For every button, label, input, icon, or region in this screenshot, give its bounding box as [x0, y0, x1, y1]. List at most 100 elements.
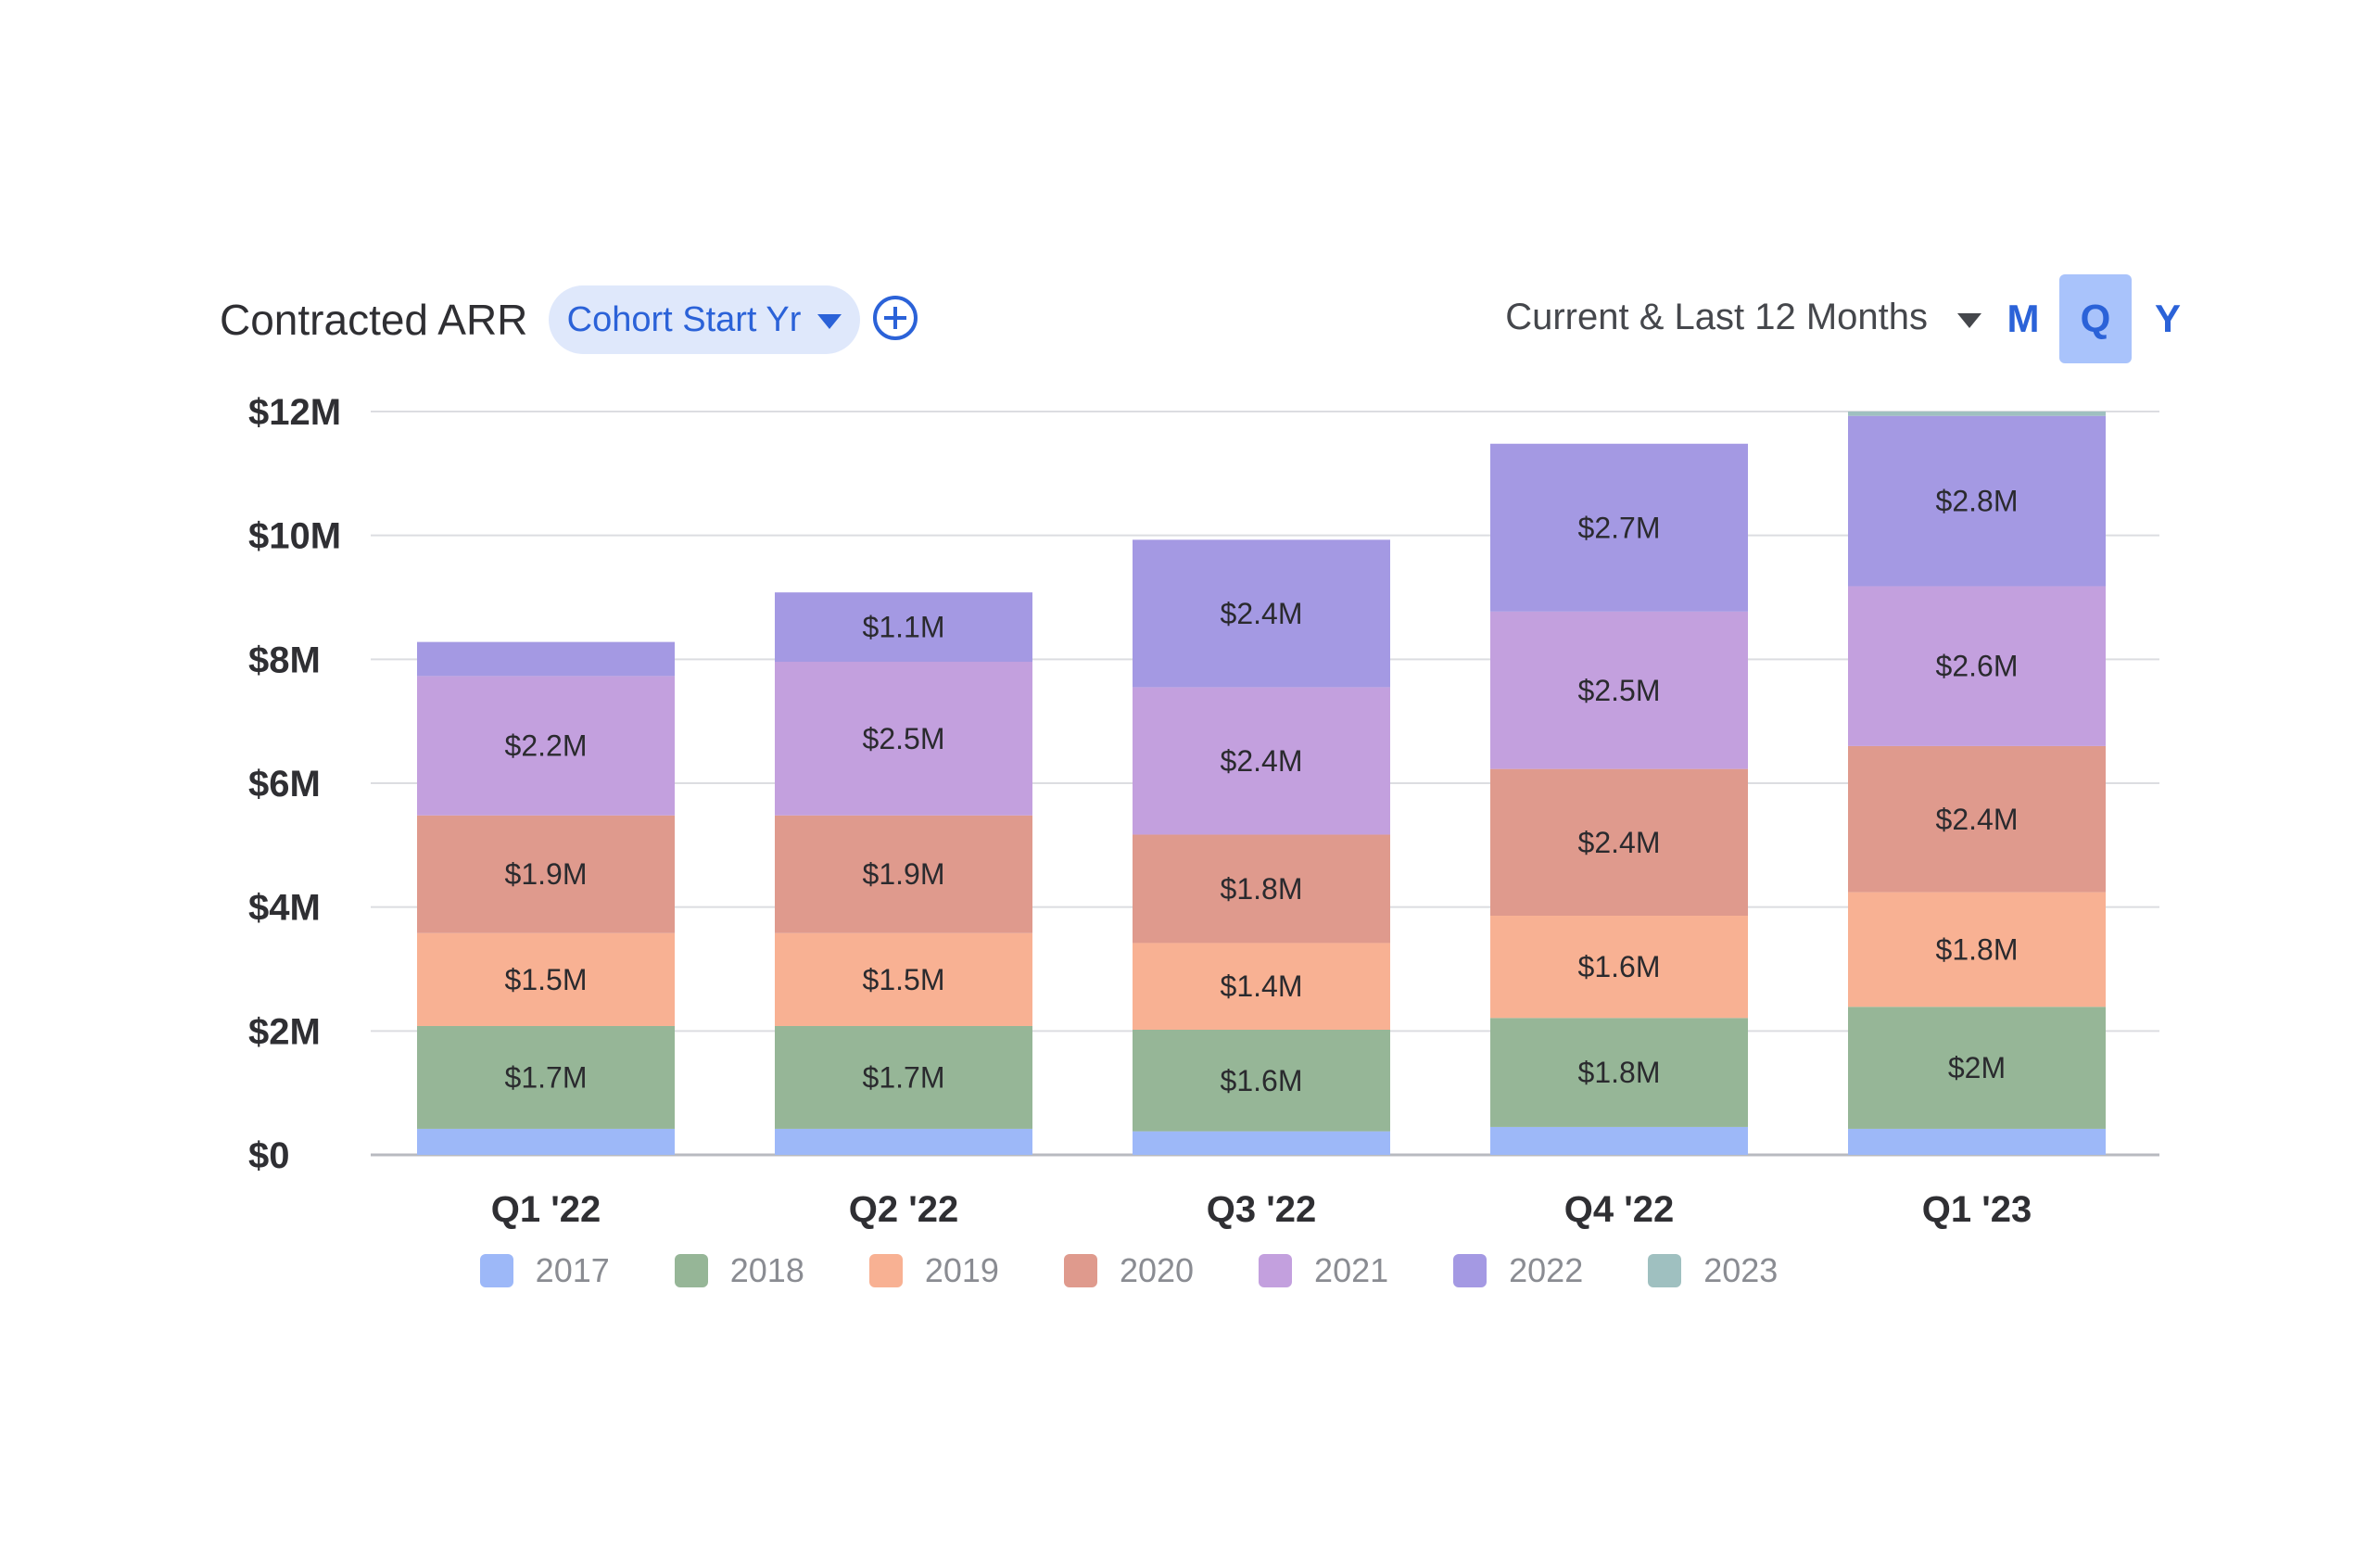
bar-segment-2020[interactable]	[417, 815, 675, 933]
data-label: $2.4M	[1578, 826, 1661, 859]
bar-segment-2022[interactable]	[1848, 415, 2106, 587]
legend-label: 2018	[729, 1251, 804, 1289]
bar-segment-2020[interactable]	[775, 815, 1032, 933]
data-label: $2.7M	[1578, 511, 1661, 544]
data-label: $2.6M	[1936, 650, 2019, 683]
legend-swatch	[1063, 1254, 1097, 1287]
data-label: $1.9M	[505, 857, 588, 891]
data-label: $1.7M	[505, 1060, 588, 1094]
data-label: $2.4M	[1936, 803, 2019, 836]
bar-segment-2022[interactable]	[1133, 539, 1390, 688]
legend-swatch	[674, 1254, 708, 1287]
data-label: $2.5M	[863, 722, 945, 755]
bar-segment-2017[interactable]	[1490, 1126, 1748, 1155]
data-label: $1.8M	[1936, 932, 2019, 966]
legend-label: 2020	[1119, 1251, 1195, 1289]
bar-segment-2018[interactable]	[1133, 1029, 1390, 1132]
y-tick-label: $0	[248, 1135, 290, 1176]
bar-segment-2021[interactable]	[775, 662, 1032, 816]
period-month-button[interactable]: M	[2007, 297, 2040, 340]
legend-item-2023[interactable]: 2023	[1648, 1251, 1778, 1290]
chart-legend: 2017 2018 2019 2020 2021 2022 2023	[0, 1251, 2319, 1290]
y-tick-label: $6M	[248, 764, 321, 805]
bar-segment-2023[interactable]	[1848, 412, 2106, 416]
legend-swatch	[479, 1254, 513, 1287]
period-year-button[interactable]: Y	[2154, 297, 2181, 340]
data-label: $1.5M	[505, 963, 588, 996]
data-label: $1.9M	[863, 857, 945, 891]
legend-label: 2021	[1314, 1251, 1389, 1289]
y-tick-label: $2M	[248, 1011, 321, 1052]
data-label: $2.2M	[505, 729, 588, 763]
bar-segment-2022[interactable]	[1490, 443, 1748, 612]
legend-swatch	[1259, 1254, 1293, 1287]
legend-label: 2022	[1509, 1251, 1584, 1289]
data-label: $2.5M	[1578, 674, 1661, 707]
bar-segment-2020[interactable]	[1133, 834, 1390, 944]
data-label: $1.6M	[1578, 950, 1661, 983]
bar-segment-2017[interactable]	[417, 1128, 675, 1155]
bar-segment-2019[interactable]	[1848, 892, 2106, 1007]
legend-item-2017[interactable]: 2017	[479, 1251, 610, 1290]
group-by-dropdown[interactable]: Cohort Start Yr	[549, 285, 860, 354]
date-range-label: Current & Last 12 Months	[1505, 297, 1928, 337]
data-label: $1.4M	[1221, 969, 1303, 1003]
bar-segment-2017[interactable]	[1133, 1131, 1390, 1155]
bar-segment-2019[interactable]	[775, 932, 1032, 1026]
bar-segment-2018[interactable]	[417, 1025, 675, 1129]
triangle-down-icon	[1957, 312, 1981, 328]
legend-item-2020[interactable]: 2020	[1063, 1251, 1195, 1290]
bar-segment-2022[interactable]	[417, 641, 675, 677]
bar-segment-2022[interactable]	[775, 592, 1032, 663]
y-tick-label: $8M	[248, 640, 321, 680]
bar-segment-2018[interactable]	[1848, 1007, 2106, 1129]
bar-segment-2021[interactable]	[1848, 586, 2106, 746]
legend-swatch	[1453, 1254, 1488, 1287]
data-label: $2.8M	[1936, 485, 2019, 518]
x-tick-label: Q2 '22	[849, 1189, 958, 1230]
bar-segment-2021[interactable]	[1133, 687, 1390, 835]
data-label: $1.6M	[1221, 1064, 1303, 1097]
data-label: $1.1M	[863, 611, 945, 644]
x-tick-label: Q1 '22	[491, 1189, 601, 1230]
bar-segment-2019[interactable]	[417, 932, 675, 1026]
bar-segment-2017[interactable]	[1848, 1128, 2106, 1155]
y-tick-label: $4M	[248, 888, 321, 929]
legend-label: 2023	[1703, 1251, 1779, 1289]
data-label: $2.4M	[1221, 597, 1303, 630]
legend-item-2022[interactable]: 2022	[1453, 1251, 1583, 1290]
legend-item-2021[interactable]: 2021	[1259, 1251, 1388, 1290]
bar-segment-2019[interactable]	[1490, 916, 1748, 1019]
bar-segment-2021[interactable]	[1490, 611, 1748, 769]
x-tick-label: Q4 '22	[1564, 1189, 1674, 1230]
legend-label: 2017	[535, 1251, 610, 1289]
data-label: $1.8M	[1221, 872, 1303, 906]
data-label: $1.8M	[1578, 1056, 1661, 1089]
data-label: $2M	[1948, 1051, 2006, 1084]
plus-circle-icon[interactable]	[872, 295, 918, 341]
page-title: Contracted ARR	[220, 296, 528, 344]
legend-swatch	[1648, 1254, 1682, 1287]
legend-label: 2019	[924, 1251, 999, 1289]
triangle-down-icon	[817, 314, 842, 329]
group-by-label: Cohort Start Yr	[566, 299, 802, 339]
legend-item-2018[interactable]: 2018	[674, 1251, 804, 1290]
bar-segment-2017[interactable]	[775, 1128, 1032, 1155]
chart-header: Contracted ARR Cohort Start Yr Current &…	[0, 0, 2380, 371]
legend-item-2019[interactable]: 2019	[868, 1251, 999, 1290]
bar-segment-2018[interactable]	[775, 1025, 1032, 1129]
data-label: $2.4M	[1221, 744, 1303, 778]
bar-segment-2018[interactable]	[1490, 1018, 1748, 1127]
y-tick-label: $12M	[248, 392, 341, 433]
data-label: $1.7M	[863, 1060, 945, 1094]
bar-segment-2019[interactable]	[1133, 943, 1390, 1030]
bar-segment-2020[interactable]	[1490, 768, 1748, 917]
data-label: $1.5M	[863, 963, 945, 996]
period-quarter-button[interactable]: Q	[2059, 274, 2132, 363]
legend-swatch	[868, 1254, 903, 1287]
bar-segment-2020[interactable]	[1848, 745, 2106, 893]
y-tick-label: $10M	[248, 516, 341, 557]
bar-segment-2021[interactable]	[417, 676, 675, 816]
date-range-dropdown[interactable]: Current & Last 12 Months	[1505, 297, 1981, 338]
